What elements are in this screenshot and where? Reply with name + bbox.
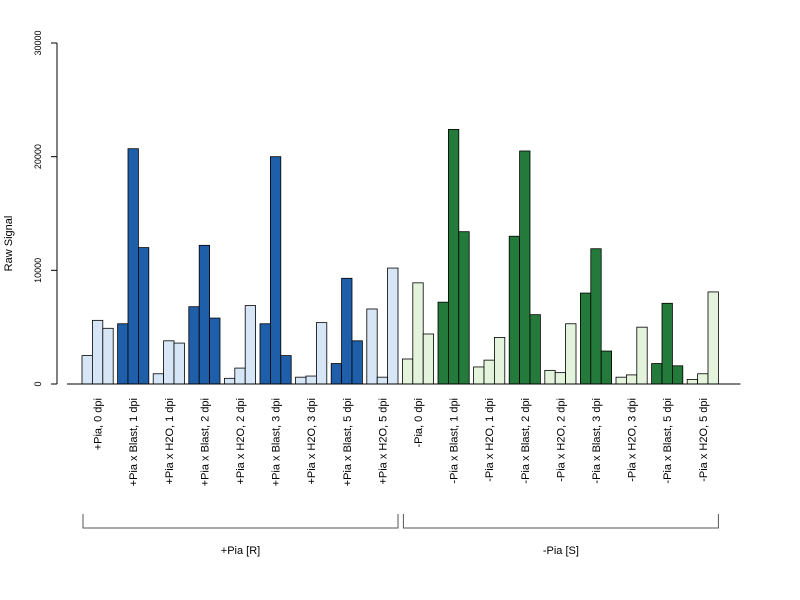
bar xyxy=(590,248,602,385)
bar xyxy=(330,363,343,385)
bar xyxy=(615,376,627,385)
bar xyxy=(580,292,592,385)
x-tick-label: -Pia x Blast, 3 dpi xyxy=(591,398,603,484)
bar xyxy=(565,323,577,385)
x-tick-label: -Pia x Blast, 2 dpi xyxy=(520,398,532,484)
bar xyxy=(188,306,200,385)
bar xyxy=(686,379,699,385)
bar xyxy=(234,367,246,385)
bar xyxy=(351,340,363,385)
bar xyxy=(672,365,684,385)
bar xyxy=(366,308,378,385)
y-axis-label: Raw Signal xyxy=(3,216,15,272)
bar xyxy=(163,340,175,385)
x-tick-label: +Pia x H2O, 1 dpi xyxy=(164,398,176,485)
bar xyxy=(137,247,150,385)
bar xyxy=(198,244,210,385)
x-tick-label: -Pia x H2O, 1 dpi xyxy=(484,398,496,482)
x-tick-label: +Pia x H2O, 3 dpi xyxy=(306,398,318,485)
bar xyxy=(519,150,531,385)
x-tick-label: +Pia x Blast, 3 dpi xyxy=(271,398,283,486)
y-tick-label: 10000 xyxy=(33,258,43,283)
x-tick-label: -Pia x H2O, 2 dpi xyxy=(555,398,567,482)
bar xyxy=(661,302,673,385)
bar xyxy=(651,363,663,385)
bar xyxy=(209,317,221,385)
bar xyxy=(412,282,424,385)
x-tick-label: +Pia, 0 dpi xyxy=(93,398,105,450)
bar xyxy=(223,377,236,385)
bar xyxy=(127,148,139,385)
bar xyxy=(102,327,114,385)
x-tick-label: +Pia x H2O, 2 dpi xyxy=(235,398,247,485)
group-bracket xyxy=(82,514,399,529)
x-tick-label: +Pia x Blast, 2 dpi xyxy=(199,398,211,486)
bar xyxy=(280,355,292,385)
group-bracket xyxy=(402,514,719,529)
y-tick-label: 0 xyxy=(33,381,43,386)
bar xyxy=(152,373,164,385)
bar xyxy=(697,373,709,385)
bar xyxy=(458,231,470,385)
bar xyxy=(305,375,317,385)
bar xyxy=(173,342,185,385)
bar xyxy=(387,267,399,385)
x-tick-label: +Pia x Blast, 1 dpi xyxy=(128,398,140,486)
bar xyxy=(554,372,567,385)
y-tick-label: 20000 xyxy=(33,144,43,169)
bars xyxy=(81,128,719,385)
bar xyxy=(92,319,104,385)
group-brackets: +Pia [R] -Pia [S] xyxy=(82,514,719,557)
bar xyxy=(341,277,353,385)
bar xyxy=(447,128,460,385)
group-label: +Pia [R] xyxy=(221,545,260,557)
bar xyxy=(295,376,307,385)
bar xyxy=(244,305,256,385)
x-tick-label: -Pia x H2O, 5 dpi xyxy=(698,398,710,482)
bar xyxy=(483,359,495,385)
bar xyxy=(117,323,129,385)
x-tick-label: +Pia x H2O, 5 dpi xyxy=(377,398,389,485)
bar xyxy=(636,326,648,385)
bar xyxy=(529,314,541,385)
bar xyxy=(437,301,449,385)
x-tick-label: +Pia x Blast, 5 dpi xyxy=(342,398,354,486)
bar xyxy=(259,323,271,385)
bar xyxy=(707,291,719,385)
group-label: -Pia [S] xyxy=(543,545,579,557)
bar xyxy=(544,369,556,385)
x-tick-label: -Pia x Blast, 5 dpi xyxy=(662,398,674,484)
bar xyxy=(269,156,282,385)
y-tick-label: 30000 xyxy=(33,30,43,55)
bar xyxy=(422,333,435,385)
bar xyxy=(401,358,414,385)
bar xyxy=(473,366,485,385)
bar xyxy=(315,322,328,385)
x-tick-label: -Pia, 0 dpi xyxy=(413,398,425,448)
category-labels: +Pia, 0 dpi +Pia x Blast, 1 dpi +Pia x H2O… xyxy=(93,398,710,486)
bar xyxy=(81,355,93,385)
bar xyxy=(493,336,506,385)
bar xyxy=(600,350,613,385)
x-tick-label: -Pia x H2O, 3 dpi xyxy=(627,398,639,482)
bar xyxy=(626,374,638,385)
bar xyxy=(508,235,521,385)
y-axis: 0 10000 20000 30000 xyxy=(33,30,58,387)
bar xyxy=(376,376,389,385)
x-tick-label: -Pia x Blast, 1 dpi xyxy=(449,398,461,484)
